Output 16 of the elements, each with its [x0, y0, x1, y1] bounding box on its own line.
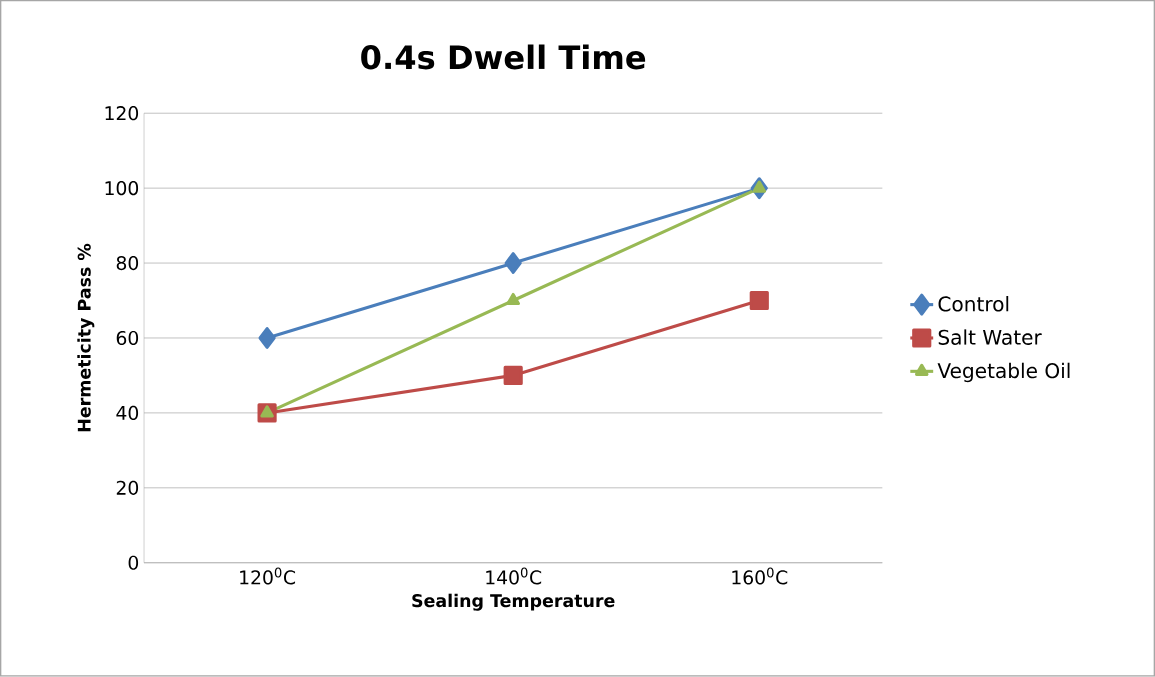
y-tick-label: 100: [105, 181, 139, 196]
y-tick-label: 40: [116, 405, 139, 421]
y-tick-label: 120: [105, 106, 139, 121]
y-tick-label: 60: [116, 331, 139, 346]
legend-label: Control: [938, 296, 1009, 312]
legend-label: Vegetable Oil: [937, 362, 1070, 383]
y-tick-label: 0: [128, 555, 139, 571]
x-tick-label: 120$^{0}$C: [240, 567, 296, 585]
y-tick-label: 80: [116, 256, 139, 271]
x-tick-label: 140$^{0}$C: [486, 567, 542, 585]
y-axis-title: Hermeticity Pass %: [77, 243, 95, 432]
legend-label: Salt Water: [938, 329, 1042, 346]
x-axis-title: Sealing Temperature: [412, 593, 615, 611]
chart-title: 0.4s Dwell Time: [361, 44, 646, 70]
y-tick-label: 20: [116, 480, 139, 496]
x-tick-label: 160$^{0}$C: [732, 567, 788, 585]
